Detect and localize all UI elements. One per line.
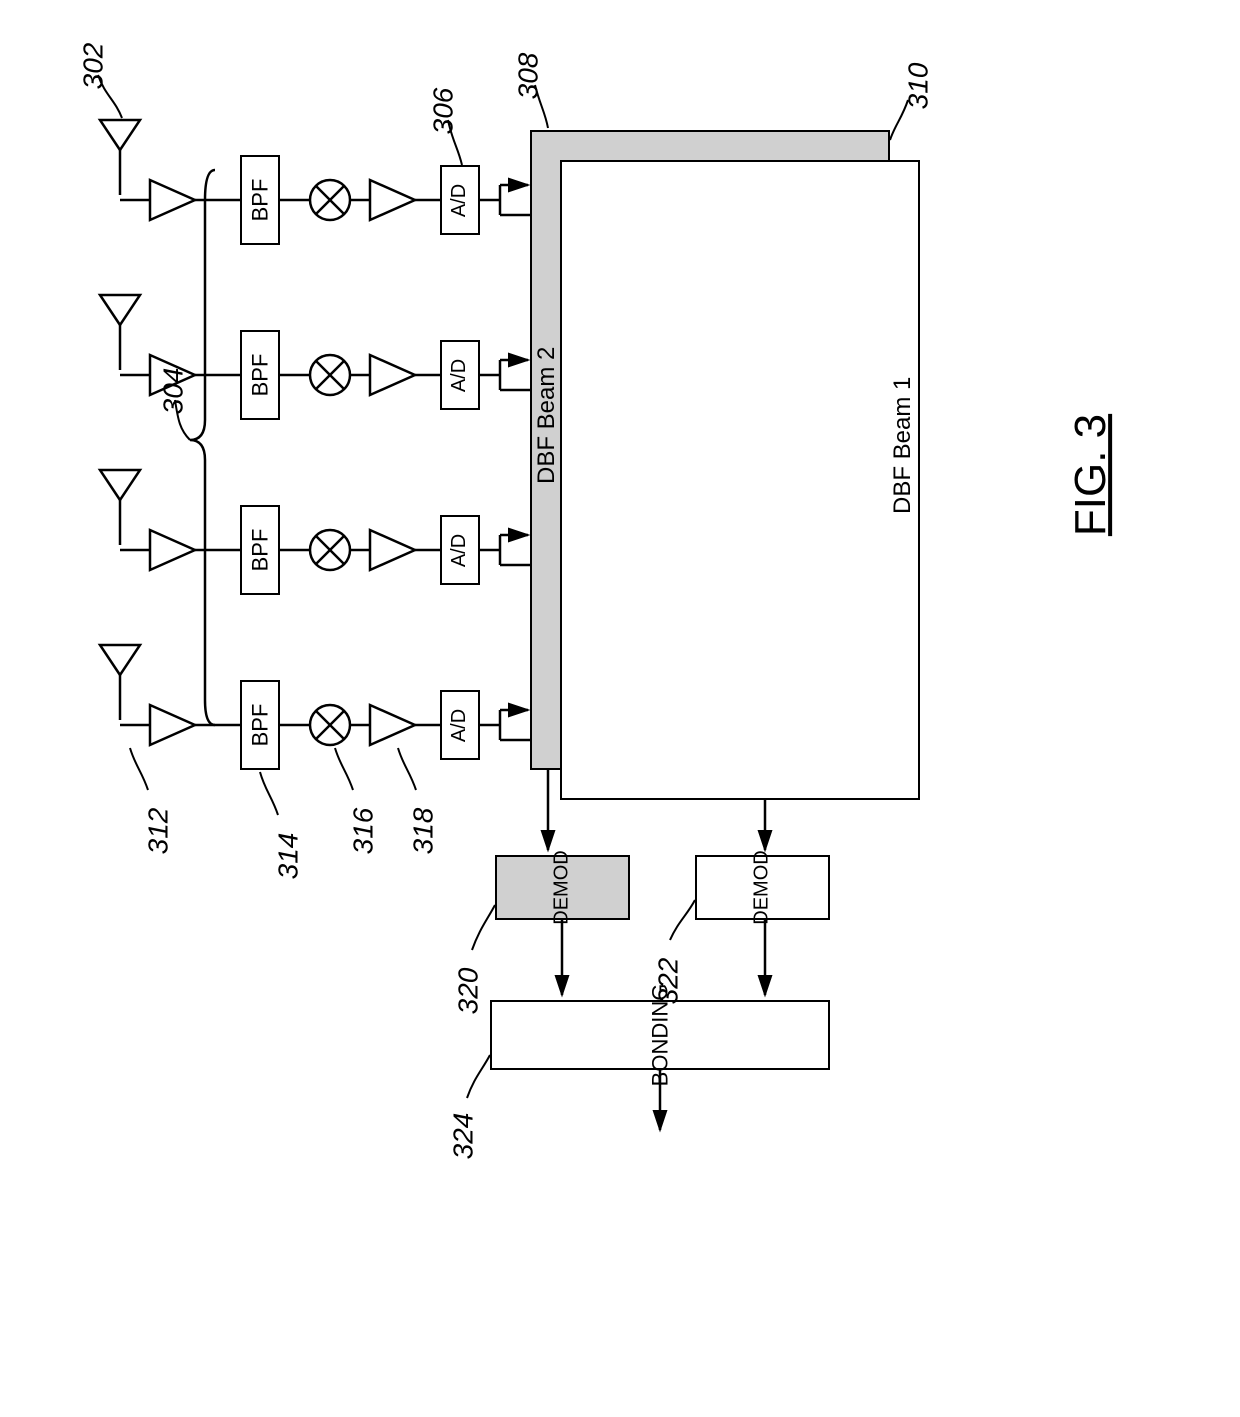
chain-4 (100, 645, 558, 745)
demod-label: DEMOD (751, 850, 774, 924)
dbf-beam-2-label: DBF Beam 2 (533, 444, 561, 484)
bpf-label: BPF (247, 179, 273, 222)
ref-318: 318 (407, 808, 439, 855)
bpf-label: BPF (247, 354, 273, 397)
bpf-label: BPF (247, 529, 273, 572)
demod-label: DEMOD (551, 850, 574, 924)
ref-320: 320 (452, 968, 484, 1015)
bpf-block-3: BPF (240, 505, 280, 595)
bpf-block-4: BPF (240, 680, 280, 770)
ref-302: 302 (77, 43, 109, 90)
ref-314: 314 (272, 833, 304, 880)
ad-block-1: A/D (440, 165, 480, 235)
ad-label: A/D (449, 358, 472, 391)
bonding-block: BONDING (490, 1000, 830, 1070)
chain-3 (100, 470, 558, 570)
chain-1 (100, 120, 558, 220)
ad-block-4: A/D (440, 690, 480, 760)
ref-322: 322 (652, 958, 684, 1005)
brace-304 (190, 170, 215, 725)
bpf-block-2: BPF (240, 330, 280, 420)
figure-label: FIG. 3 (1066, 414, 1116, 536)
ref-306: 306 (427, 88, 459, 135)
ref-308: 308 (512, 53, 544, 100)
ad-block-3: A/D (440, 515, 480, 585)
ad-label: A/D (449, 183, 472, 216)
figure-label-text: FIG. 3 (1066, 414, 1115, 536)
ref-324: 324 (447, 1113, 479, 1160)
bpf-block-1: BPF (240, 155, 280, 245)
dbf-beam-1-label: DBF Beam 1 (889, 474, 917, 514)
ad-label: A/D (449, 708, 472, 741)
ref-310: 310 (902, 63, 934, 110)
dbf-beam-1-block: DBF Beam 1 (560, 160, 920, 800)
ref-316: 316 (347, 808, 379, 855)
ad-label: A/D (449, 533, 472, 566)
ref-312: 312 (142, 808, 174, 855)
bpf-label: BPF (247, 704, 273, 747)
diagram-area: BPF BPF BPF BPF A/D A/D A/D A/D DBF Beam… (0, 0, 1240, 1417)
ref-304: 304 (157, 368, 189, 415)
demod-block-1: DEMOD (495, 855, 630, 920)
ad-block-2: A/D (440, 340, 480, 410)
demod-block-2: DEMOD (695, 855, 830, 920)
